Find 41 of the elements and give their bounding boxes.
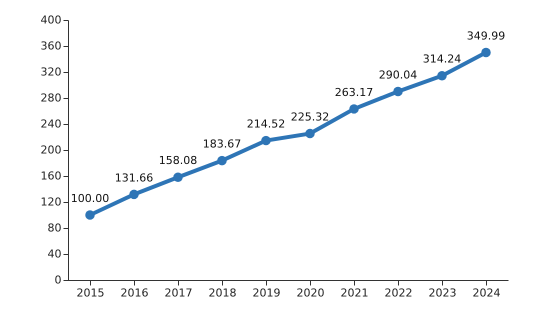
point (437, 71, 447, 80)
x-tick-label: 2021 (340, 286, 368, 300)
data-label: 314.24 (422, 52, 462, 66)
data-label: 158.08 (158, 154, 198, 168)
data-label: 225.32 (290, 110, 330, 124)
point (481, 48, 491, 58)
y-tick-label: 360 (40, 40, 62, 52)
point (217, 156, 227, 166)
point (173, 172, 183, 182)
x-tick-label: 2023 (428, 286, 456, 300)
x-tick-label: 2024 (472, 286, 500, 300)
y-tick-label: 240 (40, 118, 62, 130)
data-label: 214.52 (246, 118, 286, 131)
data-label: 131.66 (114, 171, 154, 184)
x-tick-label: 2015 (76, 286, 104, 300)
y-tick-label: 40 (48, 248, 62, 260)
x-tick-label: 2022 (384, 286, 412, 300)
x-tick-label: 2016 (120, 286, 148, 300)
data-label: 263.17 (334, 86, 374, 99)
data-label: 183.67 (202, 138, 242, 151)
point (85, 210, 95, 220)
data-label: 100.00 (70, 192, 110, 205)
y-tick-label: 320 (40, 66, 62, 78)
x-tick-label: 2020 (296, 286, 324, 300)
data-label: 290.04 (378, 68, 418, 82)
x-tick-label: 2017 (164, 286, 192, 300)
point (349, 104, 359, 114)
y-tick-label: 80 (48, 222, 62, 234)
x-tick-label: 2018 (208, 286, 236, 300)
point (261, 136, 271, 146)
y-tick-label: 200 (40, 144, 62, 156)
point (129, 190, 139, 200)
y-tick-label: 120 (40, 196, 62, 208)
y-tick-label: 280 (40, 92, 62, 104)
x-tick-label: 2019 (252, 286, 280, 300)
point (305, 128, 315, 138)
data-label: 349.99 (466, 30, 506, 43)
y-tick-label: 0 (54, 274, 62, 286)
point (393, 86, 403, 96)
y-tick-label: 160 (40, 170, 62, 182)
y-tick-label: 400 (40, 14, 62, 26)
